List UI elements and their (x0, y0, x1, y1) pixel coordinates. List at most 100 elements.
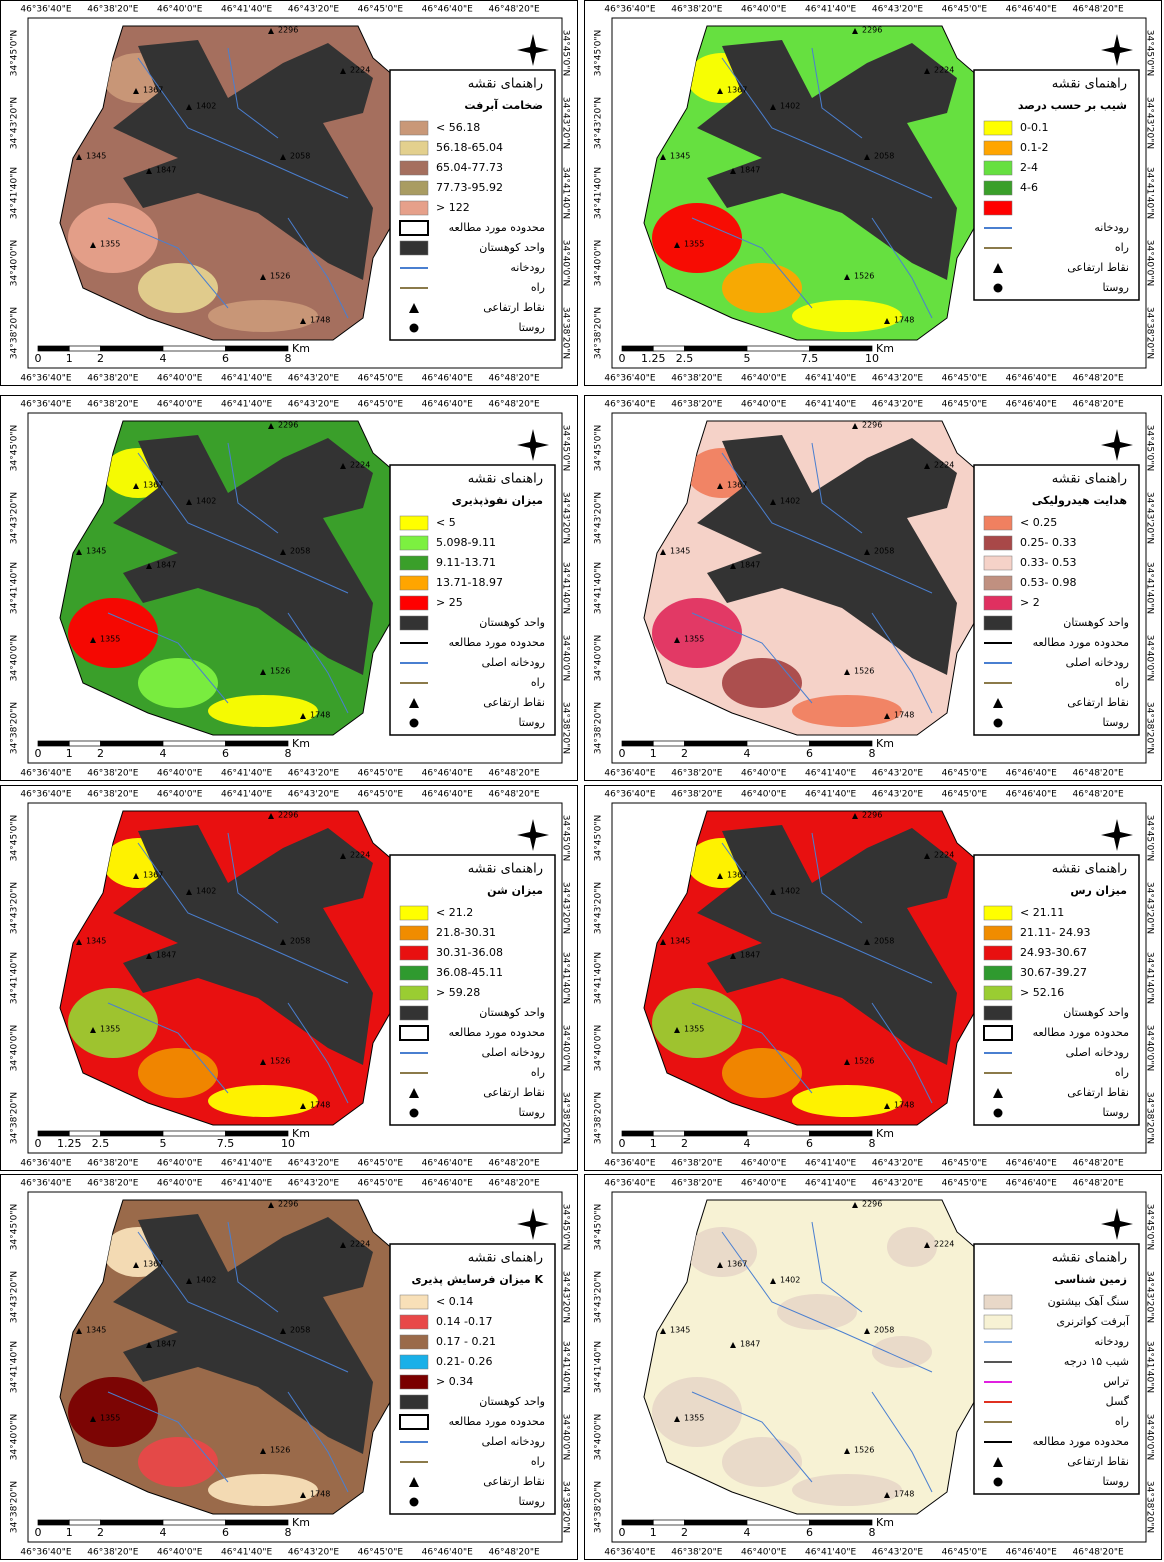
longitude-label: 46°43'20"E (288, 374, 339, 384)
latitude-label: 34°43'20"N (10, 882, 20, 934)
legend-header: راهنمای نقشه (1052, 1251, 1127, 1266)
legend-label: رودخانه اصلی (482, 1435, 545, 1448)
legend-swatch (400, 201, 428, 215)
legend-label: 0.14 -0.17 (436, 1315, 492, 1328)
legend-label: 2-4 (1020, 161, 1038, 174)
legend-label: محدوده مورد مطالعه (1033, 636, 1129, 649)
latitude-label: 34°41'40"N (10, 167, 20, 219)
elevation-label: 1748 (894, 1490, 914, 1499)
scale-segment (163, 1131, 226, 1136)
longitude-label: 46°40'0"E (157, 5, 203, 15)
latitude-label: 34°41'40"N (561, 1341, 571, 1393)
map-panel: 46°36'40"E46°36'40"E46°38'20"E46°38'20"E… (1, 786, 578, 1171)
zone (652, 203, 742, 273)
latitude-label: 34°40'0"N (10, 1025, 20, 1071)
legend-label: 65.04-77.73 (436, 161, 503, 174)
scale-unit: Km (292, 1127, 310, 1140)
legend-label: راه (1115, 676, 1129, 689)
elevation-label: 1345 (670, 1326, 690, 1335)
legend-label: رودخانه اصلی (1066, 656, 1129, 669)
legend-swatch (400, 1026, 428, 1040)
scale-segment (38, 741, 69, 746)
legend-swatch (984, 536, 1012, 550)
elevation-label: 1748 (310, 316, 330, 325)
scale-segment (226, 1520, 289, 1525)
longitude-label: 46°46'40"E (422, 790, 473, 800)
scale-segment (747, 1131, 810, 1136)
scale-label: 4 (160, 1526, 167, 1539)
legend-swatch (400, 161, 428, 175)
scale-segment (747, 1520, 810, 1525)
elevation-label: 1847 (740, 1340, 760, 1349)
elevation-label: 2296 (862, 811, 882, 820)
latitude-label: 34°45'0"N (561, 425, 571, 471)
longitude-label: 46°45'0"E (358, 790, 404, 800)
scale-label: 6 (222, 1526, 229, 1539)
longitude-label: 46°40'0"E (157, 1179, 203, 1189)
legend-swatch (984, 121, 1012, 135)
legend-label: رودخانه (1094, 1335, 1129, 1348)
longitude-label: 46°41'40"E (805, 1179, 856, 1189)
scale-segment (685, 346, 748, 351)
map-area: 2296222413671402134518472058135515261748 (60, 811, 413, 1126)
latitude-label: 34°40'0"N (594, 635, 604, 681)
longitude-label: 46°41'40"E (221, 5, 272, 15)
elevation-label: 1367 (143, 481, 163, 490)
latitude-label: 34°38'20"N (10, 1092, 20, 1144)
longitude-label: 46°45'0"E (942, 1548, 988, 1558)
latitude-label: 34°43'20"N (1145, 97, 1155, 149)
legend-swatch (400, 926, 428, 940)
elevation-label: 2058 (290, 547, 310, 556)
scale-segment (38, 346, 69, 351)
elevation-label: 1526 (854, 667, 874, 676)
legend-label: روستا (1102, 281, 1129, 294)
legend-title: هدایت هیدرولیکی (1032, 494, 1127, 507)
legend-label: محدوده مورد مطالعه (1033, 1435, 1129, 1448)
longitude-label: 46°48'20"E (489, 5, 540, 15)
longitude-label: 46°36'40"E (20, 374, 71, 384)
longitude-label: 46°41'40"E (805, 769, 856, 779)
scale-label: 7.5 (217, 1137, 235, 1150)
latitude-label: 34°45'0"N (10, 30, 20, 76)
longitude-label: 46°46'40"E (422, 374, 473, 384)
legend-header: راهنمای نقشه (1052, 862, 1127, 877)
latitude-label: 34°40'0"N (10, 240, 20, 286)
zone (138, 658, 218, 708)
longitude-label: 46°48'20"E (1073, 790, 1124, 800)
scale-label: 8 (285, 1526, 292, 1539)
legend-label: 9.11-13.71 (436, 556, 496, 569)
longitude-label: 46°48'20"E (1073, 400, 1124, 410)
scale-segment (653, 741, 684, 746)
scale-label: 1 (66, 352, 73, 365)
scale-label: 1 (650, 747, 657, 760)
legend-label: 0.33- 0.53 (1020, 556, 1076, 569)
longitude-label: 46°40'0"E (741, 1159, 787, 1169)
legend-swatch (400, 906, 428, 920)
latitude-label: 34°41'40"N (10, 562, 20, 614)
legend-label: رودخانه اصلی (1066, 1046, 1129, 1059)
latitude-label: 34°43'20"N (1145, 492, 1155, 544)
scale-label: 6 (806, 1137, 813, 1150)
legend-label: راه (1115, 241, 1129, 254)
longitude-label: 46°38'20"E (671, 790, 722, 800)
latitude-label: 34°43'20"N (594, 492, 604, 544)
legend-swatch (400, 556, 428, 570)
longitude-label: 46°45'0"E (942, 374, 988, 384)
elevation-label: 1526 (270, 1446, 290, 1455)
scale-segment (685, 1520, 748, 1525)
legend-label: رودخانه اصلی (482, 656, 545, 669)
elevation-label: 1345 (86, 937, 106, 946)
longitude-label: 46°36'40"E (604, 790, 655, 800)
legend-label: < 0.14 (436, 1295, 473, 1308)
latitude-label: 34°41'40"N (1145, 562, 1155, 614)
longitude-label: 46°46'40"E (1006, 400, 1057, 410)
legend-label: < 0.25 (1020, 516, 1057, 529)
elevation-label: 1526 (854, 272, 874, 281)
legend-swatch (400, 1295, 428, 1309)
legend-dot (410, 719, 419, 728)
legend-label: 0.17 - 0.21 (436, 1335, 496, 1348)
elevation-label: 2058 (290, 152, 310, 161)
elevation-label: 1526 (270, 1057, 290, 1066)
legend-label: واحد کوهستان (1063, 1006, 1129, 1019)
elevation-label: 1345 (86, 1326, 106, 1335)
